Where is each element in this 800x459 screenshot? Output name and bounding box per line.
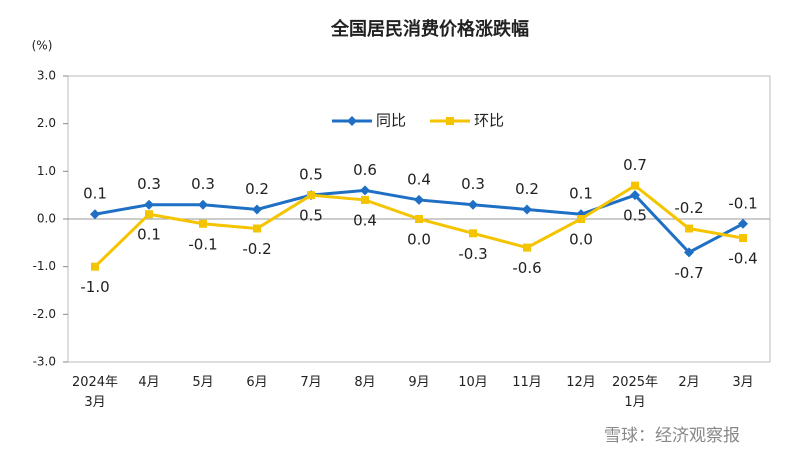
point (90, 209, 100, 220)
x-tick-label: 2月 (678, 375, 699, 390)
data-label: -0.7 (674, 264, 703, 282)
data-label: 0.5 (299, 166, 323, 184)
data-label: -0.2 (242, 240, 271, 258)
y-axis-label: (%) (32, 39, 53, 53)
x-tick-label: 4月 (138, 375, 159, 390)
point (145, 210, 153, 219)
point (360, 185, 370, 196)
data-label: -0.4 (728, 250, 757, 268)
data-label: -0.3 (458, 245, 487, 263)
data-label: 0.1 (569, 185, 593, 203)
data-label: 0.4 (353, 211, 377, 229)
legend-label: 同比 (376, 112, 406, 130)
x-tick-label: 12月 (566, 375, 596, 390)
data-label: 0.0 (569, 231, 593, 249)
x-tick-label: 7月 (300, 375, 321, 390)
point (630, 190, 640, 201)
data-label: -0.6 (512, 259, 541, 277)
point (631, 181, 639, 190)
point (469, 229, 477, 238)
data-label: 0.2 (245, 180, 269, 198)
x-tick-label: 3月 (732, 375, 753, 390)
data-label: 0.1 (137, 226, 161, 244)
data-label: 0.3 (191, 175, 215, 193)
x-tick-label: 10月 (458, 375, 488, 390)
point (198, 199, 208, 210)
point (468, 199, 478, 210)
x-tick-label: 9月 (408, 375, 429, 390)
y-tick-label: -1.0 (33, 259, 56, 273)
y-tick-label: -2.0 (33, 307, 56, 321)
data-label: 0.5 (623, 207, 647, 225)
data-label: 0.5 (299, 207, 323, 225)
point (91, 262, 99, 271)
y-tick-label: 2.0 (37, 116, 56, 130)
data-label: 0.7 (623, 156, 647, 174)
point (684, 247, 694, 258)
data-label: 0.0 (407, 231, 431, 249)
point (415, 215, 423, 223)
point (307, 191, 315, 200)
point (253, 224, 261, 233)
point (414, 194, 424, 205)
watermark: 雪球：经济观察报 (604, 426, 740, 446)
x-tick-label: 5月 (192, 375, 213, 390)
point (522, 204, 532, 215)
x-tick-label: 2024年 3月 (72, 375, 118, 410)
data-label: -1.0 (80, 278, 109, 296)
point (738, 218, 748, 229)
point (252, 204, 262, 215)
chart-title: 全国居民消费价格涨跌幅 (330, 18, 529, 40)
point (739, 234, 747, 243)
data-label: 0.1 (83, 185, 107, 203)
x-tick-label: 2025年 1月 (612, 375, 658, 410)
data-label: 0.4 (407, 170, 431, 188)
data-label: -0.2 (674, 199, 703, 217)
y-tick-label: 3.0 (37, 69, 56, 83)
y-tick-label: 0.0 (37, 212, 56, 226)
data-label: 0.2 (515, 180, 539, 198)
point (685, 224, 693, 233)
x-tick-label: 6月 (246, 375, 267, 390)
data-label: -0.1 (728, 194, 757, 212)
point (144, 199, 154, 210)
data-label: 0.6 (353, 161, 377, 179)
legend-marker (446, 117, 454, 125)
data-label: 0.3 (461, 175, 485, 193)
legend-label: 环比 (474, 112, 504, 130)
x-tick-label: 8月 (354, 375, 375, 390)
data-label: -0.1 (188, 235, 217, 253)
y-tick-label: -3.0 (33, 355, 56, 369)
point (199, 219, 207, 228)
x-tick-label: 11月 (512, 375, 542, 390)
point (361, 195, 369, 204)
legend-marker (347, 116, 357, 126)
y-tick-label: 1.0 (37, 164, 56, 178)
point (523, 243, 531, 252)
point (577, 215, 585, 223)
data-label: 0.3 (137, 175, 161, 193)
